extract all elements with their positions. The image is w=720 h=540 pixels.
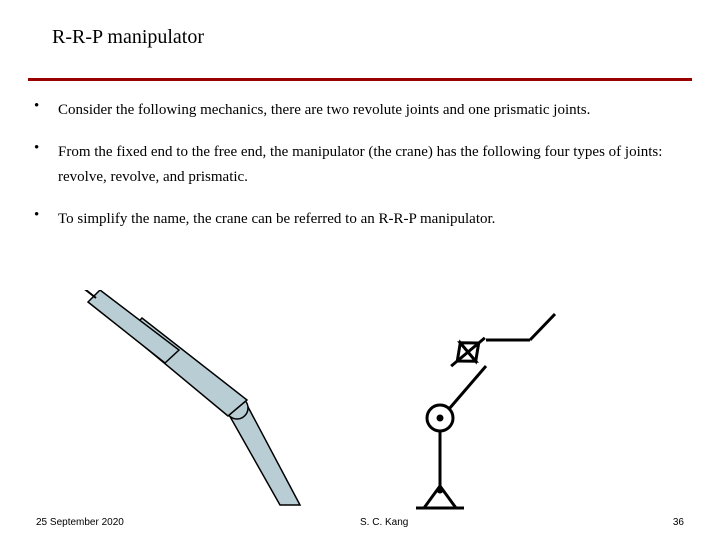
list-item: • Consider the following mechanics, ther…	[28, 98, 692, 124]
footer-page-number: 36	[673, 517, 684, 528]
manipulator-diagram	[0, 290, 720, 510]
bullet-dot: •	[28, 140, 58, 191]
footer-author: S. C. Kang	[360, 517, 408, 528]
kinematic-schematic	[416, 314, 555, 508]
bullet-dot: •	[28, 207, 58, 233]
crane-illustration	[58, 290, 300, 505]
title-rule	[28, 78, 692, 81]
bullet-text: To simplify the name, the crane can be r…	[58, 207, 495, 233]
page-title: R-R-P manipulator	[52, 26, 204, 49]
bullet-text: From the fixed end to the free end, the …	[58, 140, 692, 191]
bullet-text: Consider the following mechanics, there …	[58, 98, 590, 124]
footer-date: 25 September 2020	[36, 517, 124, 528]
diagram-area	[0, 290, 720, 510]
list-item: • From the fixed end to the free end, th…	[28, 140, 692, 191]
list-item: • To simplify the name, the crane can be…	[28, 207, 692, 233]
bullet-dot: •	[28, 98, 58, 124]
bullet-list: • Consider the following mechanics, ther…	[28, 98, 692, 248]
